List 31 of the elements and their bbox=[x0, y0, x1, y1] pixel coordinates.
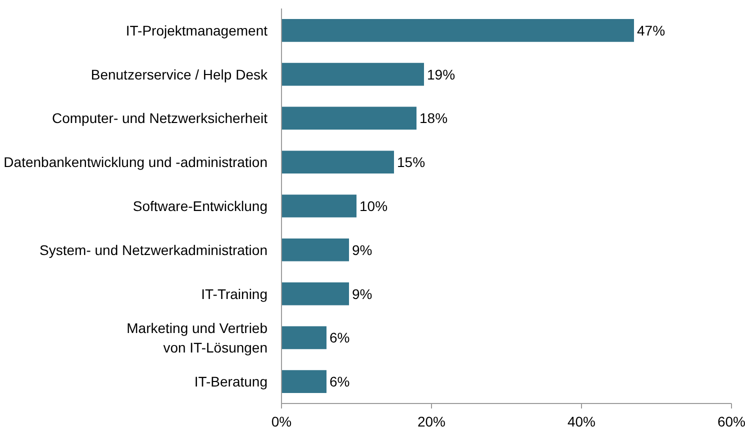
bar bbox=[282, 370, 326, 393]
data-label: 15% bbox=[397, 154, 426, 170]
data-label: 6% bbox=[330, 330, 350, 346]
bar bbox=[282, 194, 356, 218]
y-tick-label: IT-Projektmanagement bbox=[126, 22, 268, 38]
data-label: 6% bbox=[330, 374, 350, 390]
x-tick-label: 20% bbox=[417, 414, 446, 430]
y-tick-label: Datenbankentwicklung und -administration bbox=[4, 154, 268, 170]
data-label: 9% bbox=[352, 242, 372, 258]
x-tick-label: 40% bbox=[567, 414, 596, 430]
y-tick-label: System- und Netzwerkadministration bbox=[40, 242, 268, 258]
bar bbox=[282, 19, 634, 42]
bar bbox=[282, 106, 416, 130]
bar bbox=[282, 282, 349, 306]
y-tick-label: IT-Training bbox=[201, 286, 268, 302]
y-tick-label: Benutzerservice / Help Desk bbox=[90, 66, 268, 82]
data-label: 47% bbox=[637, 22, 666, 38]
x-tick-label: 0% bbox=[271, 414, 292, 430]
y-tick-label: Marketing und Vertrieb von IT-Lösungen bbox=[126, 320, 268, 356]
bar bbox=[282, 62, 424, 86]
y-tick-label: IT-Beratung bbox=[194, 374, 268, 390]
bar bbox=[282, 238, 349, 262]
y-tick-label: Software-Entwicklung bbox=[132, 198, 268, 214]
x-tick-label: 60% bbox=[717, 414, 745, 430]
data-label: 19% bbox=[427, 66, 456, 82]
bar bbox=[282, 150, 394, 174]
data-label: 9% bbox=[352, 286, 372, 302]
y-tick-label: Computer- und Netzwerksicherheit bbox=[52, 110, 268, 126]
bar bbox=[282, 326, 326, 350]
data-label: 10% bbox=[360, 198, 388, 214]
data-label: 18% bbox=[420, 110, 448, 126]
